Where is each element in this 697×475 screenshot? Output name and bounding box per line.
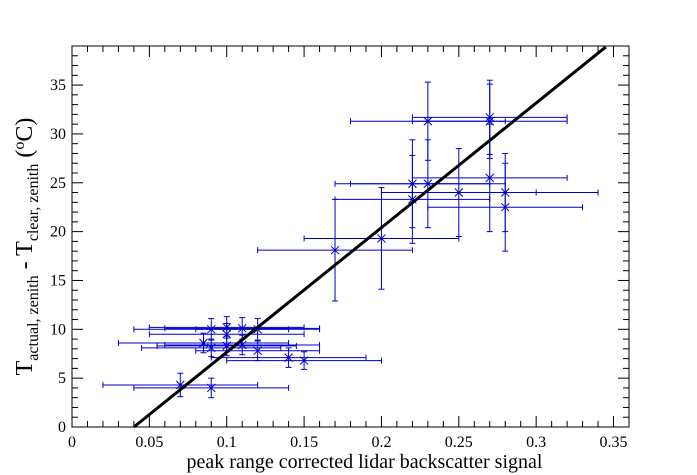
- y-tick-label: 0: [58, 419, 66, 436]
- marker-stroke: [423, 179, 433, 189]
- x-axis-title: peak range corrected lidar backscatter s…: [187, 451, 543, 473]
- x-tick-label: 0.2: [371, 434, 391, 451]
- marker-stroke: [485, 173, 495, 183]
- y-tick-label: 20: [50, 224, 66, 241]
- y-title-unit-close: C): [12, 118, 38, 142]
- y-title-t1: T: [12, 360, 38, 375]
- y-tick-label: 10: [50, 321, 66, 338]
- marker-stroke: [330, 245, 340, 255]
- y-tick-label: 5: [58, 370, 66, 387]
- axis-ticks-layer: 0 0.05 0.1 0.15 0.2 0.25 0.3 0.35 0 5 10 15 20 25 30 35: [50, 45, 630, 451]
- data-point: [164, 317, 321, 340]
- x-tick-label: 0: [68, 434, 76, 451]
- x-tick-label: 0.05: [135, 434, 163, 451]
- data-point: [195, 340, 321, 362]
- marker-stroke: [299, 356, 309, 365]
- x-tick-label: 0.35: [600, 434, 628, 451]
- marker-stroke: [500, 202, 510, 212]
- y-axis-title: Tactual, zenith - Tclear, zenith (oC): [11, 118, 42, 376]
- data-point: [226, 351, 382, 370]
- fit-line-layer: [132, 45, 607, 429]
- data-point: [303, 187, 460, 290]
- y-title-dash: -: [12, 256, 38, 276]
- y-tick-label: 25: [50, 175, 66, 192]
- y-tick-label: 15: [50, 272, 66, 289]
- marker-stroke: [222, 329, 232, 339]
- marker-stroke: [237, 323, 247, 333]
- marker-stroke: [253, 346, 263, 356]
- y-tick-label: 30: [50, 126, 66, 143]
- marker-stroke: [237, 340, 247, 350]
- data-point: [102, 372, 259, 398]
- marker-stroke: [377, 234, 386, 243]
- marker-stroke: [206, 383, 216, 393]
- y-title-sub1: actual, zenith: [25, 275, 42, 360]
- x-tick-label: 0.25: [445, 434, 473, 451]
- marker-stroke: [222, 341, 232, 351]
- x-tick-label: 0.1: [217, 434, 237, 451]
- data-point: [133, 377, 290, 399]
- data-point: [257, 198, 413, 302]
- y-title-sub2: clear, zenith: [25, 164, 42, 242]
- y-title-unit-sup: o: [11, 142, 28, 150]
- fit-line: [132, 45, 607, 429]
- y-title-t2: T: [12, 241, 38, 256]
- y-tick-label: 35: [50, 77, 66, 94]
- data-points-layer: [102, 79, 599, 399]
- data-point: [427, 162, 584, 252]
- x-tick-label: 0.3: [526, 434, 546, 451]
- marker-stroke: [408, 195, 417, 204]
- x-tick-label: 0.15: [290, 434, 318, 451]
- data-point: [195, 318, 321, 341]
- y-title-unit-open: (: [12, 150, 38, 164]
